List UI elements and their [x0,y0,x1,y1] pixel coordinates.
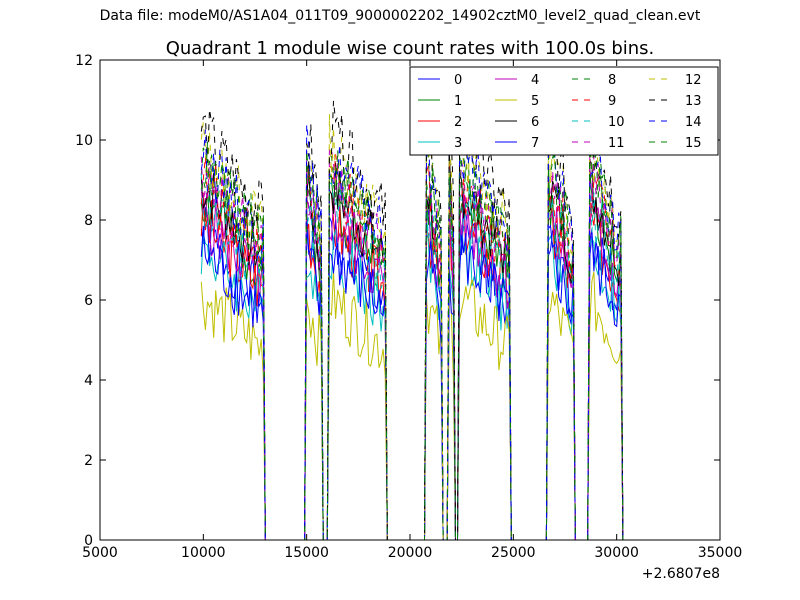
legend-label-13: 13 [685,94,702,109]
figure-suptitle: Data file: modeM0/AS1A04_011T09_90000022… [99,8,701,24]
x-axis-offset-label: +2.6807e8 [642,566,720,582]
legend-label-12: 12 [685,73,702,88]
x-tick-label: 5000 [82,545,118,561]
legend-box [409,66,719,156]
series-line-9 [200,154,624,541]
y-tick-label: 12 [75,53,93,69]
x-tick-label: 35000 [698,545,743,561]
legend-label-6: 6 [531,115,539,130]
series-line-15 [200,135,624,541]
legend-label-11: 11 [608,136,625,151]
axis-ticks: 5000 10000 15000 20000 25000 30000 35000 0 2 4 6 8 1… [75,53,742,561]
legend-label-4: 4 [531,73,539,88]
legend-label-2: 2 [454,115,462,130]
y-tick-label: 4 [84,373,93,389]
x-tick-label: 10000 [181,545,226,561]
legend-label-9: 9 [608,94,616,109]
x-tick-label: 30000 [594,545,639,561]
legend-label-5: 5 [531,94,539,109]
legend-label-7: 7 [531,136,539,151]
legend-label-0: 0 [454,73,462,88]
legend-label-1: 1 [454,94,462,109]
legend-label-15: 15 [685,136,702,151]
legend-label-10: 10 [608,115,625,130]
legend-label-8: 8 [608,73,616,88]
x-tick-label: 15000 [284,545,329,561]
series-line-14 [200,124,624,541]
series-layer [200,100,624,541]
series-line-10 [200,168,624,541]
legend-label-3: 3 [454,136,462,151]
legend-label-14: 14 [685,115,702,130]
y-tick-label: 8 [84,213,93,229]
chart-title: Quadrant 1 module wise count rates with … [166,38,655,59]
y-tick-label: 0 [84,533,93,549]
x-tick-label: 25000 [491,545,536,561]
x-tick-label: 20000 [388,545,433,561]
y-tick-label: 10 [75,133,93,149]
y-tick-label: 2 [84,453,93,469]
y-tick-label: 6 [84,293,93,309]
